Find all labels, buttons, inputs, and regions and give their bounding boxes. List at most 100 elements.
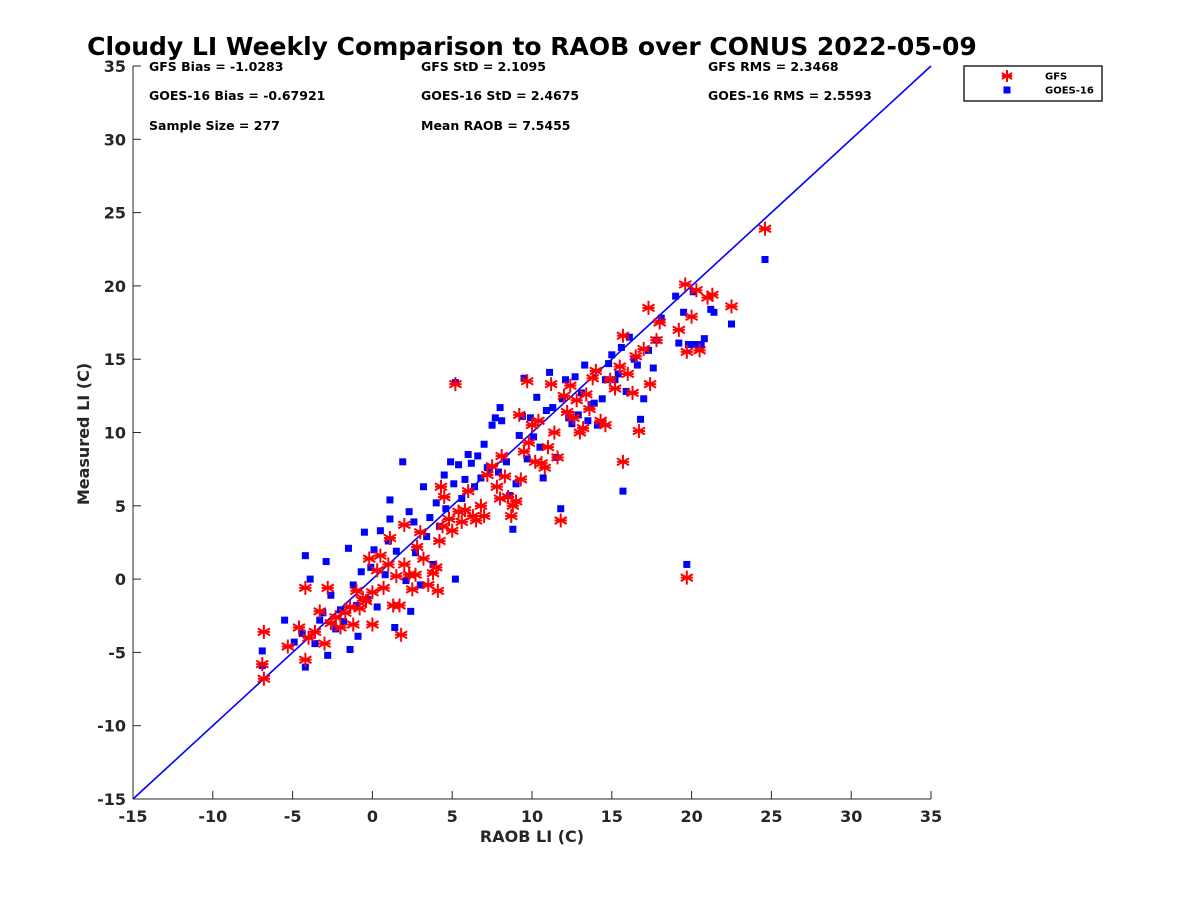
gfs-point: [629, 349, 643, 364]
gfs-point: [531, 413, 545, 428]
goes16-point: [426, 514, 434, 522]
gfs-point: [680, 570, 694, 585]
goes16-point: [411, 549, 419, 557]
y-tick-label: 25: [104, 204, 126, 223]
goes16-point: [546, 368, 554, 376]
plot-axes: -15 -10 -5 0 5 10 15 20 25 30 35 -15 -10 -5 0 5 10 15 20 25…: [97, 57, 942, 826]
y-tick-label: 35: [104, 57, 126, 76]
goes16-point: [416, 581, 424, 589]
gfs-point: [608, 381, 622, 396]
goes16-point: [584, 417, 592, 425]
gfs-point: [625, 385, 640, 400]
x-tick-label: 35: [920, 807, 942, 826]
gfs-point: [560, 404, 574, 419]
goes16-point: [630, 355, 638, 363]
gfs-point: [359, 594, 373, 609]
gfs-point: [365, 585, 379, 600]
goes16-point: [392, 547, 400, 555]
goes16-point: [539, 474, 547, 482]
gfs-point: [373, 548, 387, 563]
goes16-point: [357, 568, 365, 576]
goes16-point: [340, 618, 348, 626]
goes16-point: [515, 431, 523, 439]
goes16-point: [376, 527, 384, 535]
gfs-point: [257, 671, 271, 686]
x-tick-label: -15: [119, 807, 148, 826]
gfs-point: [346, 617, 360, 632]
gfs-point: [550, 450, 565, 465]
gfs-point: [485, 459, 499, 474]
stat-text: Sample Size = 277: [149, 118, 280, 133]
goes16-point: [637, 415, 645, 423]
goes16-point: [509, 525, 517, 533]
x-tick-label: 30: [840, 807, 862, 826]
goes16-point: [455, 461, 463, 469]
goes16-point: [568, 420, 576, 428]
goes16-point: [691, 341, 699, 349]
gfs-point: [301, 630, 316, 645]
goes16-point: [640, 395, 648, 403]
gfs-point: [520, 374, 534, 389]
goes16-point: [657, 314, 665, 322]
gfs-point: [308, 624, 322, 639]
gfs-point: [405, 582, 419, 597]
y-tick-label: 15: [104, 350, 126, 369]
gfs-point: [317, 636, 332, 651]
goes16-point: [410, 518, 418, 526]
x-tick-label: 10: [521, 807, 543, 826]
gfs-point: [313, 604, 327, 619]
gfs-point: [333, 620, 348, 635]
gfs-point: [579, 387, 593, 402]
gfs-point: [632, 424, 646, 439]
stat-text: GOES-16 Bias = -0.67921: [149, 88, 325, 103]
gfs-point: [298, 652, 312, 667]
goes16-point: [474, 452, 482, 460]
gfs-point: [678, 277, 692, 292]
goes16-point: [598, 395, 606, 403]
goes16-point: [402, 577, 410, 585]
gfs-point: [370, 563, 384, 578]
gfs-point: [255, 657, 269, 672]
stats-annotations: GFS Bias = -1.0283 GFS StD = 2.1095 GFS RM…: [149, 59, 872, 133]
x-tick-label: 25: [760, 807, 782, 826]
goes16-point: [608, 351, 616, 359]
y-tick-label: 30: [104, 130, 126, 149]
gfs-point: [621, 366, 635, 381]
goes16-point: [700, 335, 708, 343]
gfs-point: [509, 494, 523, 509]
goes16-point: [728, 320, 735, 328]
gfs-point: [431, 583, 445, 598]
goes16-point: [761, 256, 769, 264]
gfs-point: [477, 509, 491, 524]
goes16-point: [306, 575, 314, 583]
gfs-point: [758, 221, 772, 236]
goes16-point: [301, 663, 309, 671]
goes16-point: [526, 414, 534, 422]
goes16-point: [496, 404, 504, 412]
goes16-point: [577, 389, 585, 397]
goes16-point: [562, 376, 570, 384]
goes16-point: [502, 458, 510, 466]
legend-label: GFS: [1045, 72, 1067, 83]
goes16-point: [290, 638, 298, 646]
gfs-point: [397, 517, 411, 532]
goes16-point: [407, 607, 415, 615]
legend: GFS GOES-16: [963, 65, 1103, 102]
gfs-point: [397, 557, 411, 572]
gfs-point: [413, 525, 427, 540]
goes16-point: [533, 393, 541, 401]
legend-label: GOES-16: [1045, 86, 1094, 97]
gfs-point: [410, 539, 424, 554]
goes16-point: [384, 537, 392, 545]
gfs-point: [383, 531, 397, 546]
stat-text: GFS RMS = 2.3468: [708, 59, 839, 74]
legend-gfs-marker: [1001, 70, 1013, 82]
gfs-point: [680, 344, 694, 359]
goes16-point: [316, 616, 324, 624]
y-tick-label: 20: [104, 277, 126, 296]
gfs-point: [292, 620, 306, 635]
gfs-point: [504, 509, 518, 524]
goes16-point: [571, 373, 579, 381]
goes16-point: [684, 341, 692, 349]
goes16-point: [593, 421, 601, 429]
